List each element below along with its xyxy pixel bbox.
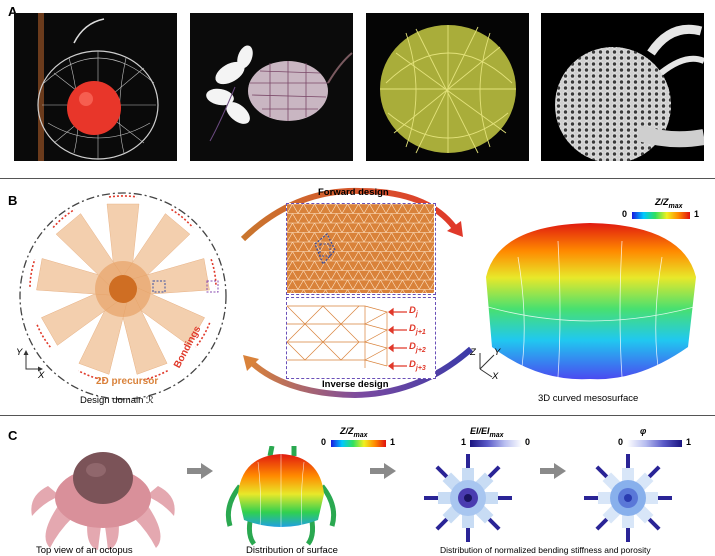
mesosurface-3d — [486, 223, 696, 380]
forward-mesh-detail — [286, 203, 436, 295]
colorbar-b — [632, 212, 690, 219]
inverse-mesh-detail: Dj Dj+1 Dj+2 Dj+3 — [286, 297, 436, 379]
colorbar-title-c2: EI/EImax — [470, 426, 504, 439]
colorbar-title-b: Z/Zmax — [655, 197, 683, 210]
colorbar-title-c1: Z/Zmax — [340, 426, 368, 439]
gray-arrow-3 — [540, 463, 566, 479]
colorbar-min-b: 0 — [622, 209, 628, 219]
caption-surface: Distribution of surface — [246, 545, 338, 556]
colorbar-title-c3: φ — [640, 426, 647, 436]
colorbar-max-b: 1 — [694, 209, 700, 219]
gray-arrow-2 — [370, 463, 396, 479]
caption-stiffness: Distribution of normalized bending stiff… — [440, 545, 651, 555]
mesosurface-label: 3D curved mesosurface — [538, 393, 639, 404]
axes-xy-icon — [23, 350, 43, 372]
colorbar-min-c1: 0 — [321, 437, 327, 447]
porosity-map — [584, 454, 672, 542]
photo-radiolarian-lattice — [541, 13, 704, 161]
force-d-j1: Dj+1 — [409, 323, 426, 336]
colorbar-c1 — [331, 440, 386, 447]
colorbar-min-c2: 1 — [461, 437, 467, 447]
forward-design-label: Forward design — [318, 187, 389, 198]
photo-physalis-red — [14, 13, 177, 161]
panel-c: C Z/Zmax 0 1 — [0, 415, 715, 556]
precursor-label: 2D precursor — [96, 376, 159, 387]
gray-arrow-1 — [187, 463, 213, 479]
design-domain-label: Design domain ℛ — [80, 395, 154, 406]
axis-x-label-left: X — [38, 370, 45, 381]
colorbar-min-c3: 0 — [618, 437, 624, 447]
colorbar-c2 — [470, 440, 522, 447]
colorbar-max-c1: 1 — [390, 437, 396, 447]
photo-green-lattice-pod — [366, 13, 529, 161]
photo-silene-flower — [190, 13, 353, 161]
panel-label-c: C — [8, 428, 18, 443]
axis-y-label-left: Y — [16, 347, 23, 358]
axes-xyz-icon — [479, 353, 495, 378]
octopus-3d-surface — [225, 446, 337, 546]
octopus-photo — [31, 452, 175, 550]
panel-label-b: B — [8, 193, 18, 208]
force-d-j3: Dj+3 — [409, 359, 426, 372]
force-d-j: Dj — [409, 305, 418, 318]
inverse-design-label: Inverse design — [322, 379, 389, 390]
axis-x-label-right: X — [492, 371, 499, 382]
force-d-j2: Dj+2 — [409, 341, 426, 354]
colorbar-c3 — [627, 440, 682, 447]
axis-y-label-right: Y — [494, 347, 501, 358]
panel-label-a: A — [8, 4, 18, 19]
colorbar-max-c2: 0 — [525, 437, 531, 447]
axis-z-label-right: Z — [470, 347, 476, 358]
colorbar-max-c3: 1 — [686, 437, 692, 447]
panel-b: B — [0, 178, 715, 415]
caption-octopus: Top view of an octopus — [36, 545, 133, 556]
design-domain-precursor — [19, 192, 227, 400]
bending-stiffness-map — [424, 454, 512, 542]
panel-a: A — [0, 0, 715, 178]
